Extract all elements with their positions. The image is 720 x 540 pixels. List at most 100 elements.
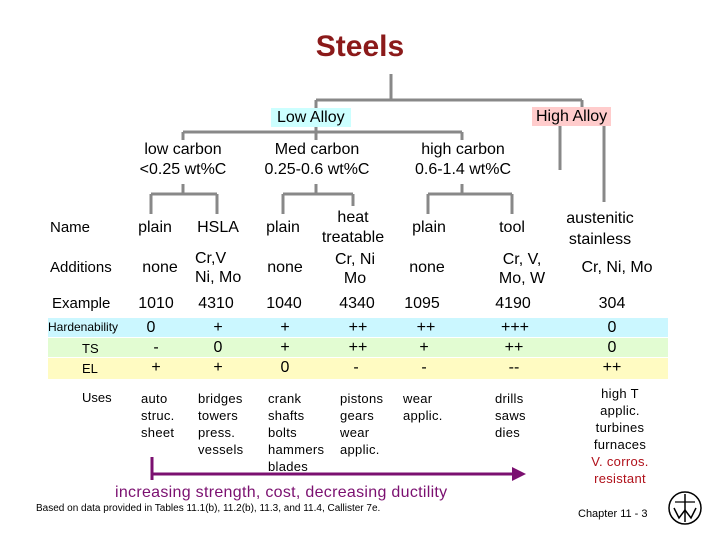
col1-uses: bridges towers press. vessels xyxy=(198,390,243,458)
col6-el: ++ xyxy=(602,359,622,376)
high-alloy-node: High Alloy xyxy=(532,107,612,126)
use-item: V. corros. xyxy=(591,454,649,469)
use-item: gears xyxy=(340,408,375,423)
use-item: shafts xyxy=(268,408,305,423)
use-item: resistant xyxy=(594,471,646,486)
med-carbon-label: Med carbon xyxy=(274,141,360,158)
row-label-ts: TS xyxy=(82,341,99,356)
use-item: sheet xyxy=(141,425,175,440)
chapter-label: Chapter 11 - 3 xyxy=(578,508,648,520)
publisher-logo-icon xyxy=(668,491,702,525)
col4-ts: + xyxy=(419,339,429,356)
use-item: wear xyxy=(340,425,370,440)
col0-el: + xyxy=(151,359,161,376)
use-item: dies xyxy=(495,425,521,440)
col2-uses: crank shafts bolts hammers blades xyxy=(268,390,324,475)
low-alloy-node: Low Alloy xyxy=(271,108,351,127)
use-item: applic. xyxy=(403,408,443,423)
col5-additions: Cr, V, Mo, W xyxy=(498,251,546,287)
row-label-hardenability: Hardenability xyxy=(48,320,119,334)
col4-example: 1095 xyxy=(404,295,440,312)
use-item: struc. xyxy=(141,408,175,423)
use-item: blades xyxy=(268,459,309,474)
row-label-additions: Additions xyxy=(50,259,112,276)
col3-additions: Cr, Ni Mo xyxy=(335,251,375,287)
col3-el: - xyxy=(353,359,359,376)
col5-hardenability: +++ xyxy=(500,319,530,336)
row-label-uses: Uses xyxy=(82,390,112,405)
col3-name: heat treatable xyxy=(314,208,392,248)
use-item: turbines xyxy=(595,420,645,435)
col1-name: HSLA xyxy=(197,219,239,236)
med-carbon-node: Med carbon 0.25-0.6 wt%C xyxy=(250,140,384,180)
col4-additions: none xyxy=(409,259,445,276)
low-carbon-label: low carbon xyxy=(144,141,222,158)
col2-el: 0 xyxy=(280,359,290,376)
col1-additions-text: Cr,V Ni, Mo xyxy=(195,250,242,286)
col3-uses: pistons gears wear applic. xyxy=(340,390,383,458)
col3-ts: ++ xyxy=(348,339,368,356)
col1-additions: Cr,V Ni, Mo xyxy=(195,249,255,287)
use-item: high T xyxy=(601,386,639,401)
col1-example: 4310 xyxy=(198,295,234,312)
col4-hardenability: ++ xyxy=(416,319,436,336)
use-item: hammers xyxy=(268,442,325,457)
col5-uses: drills saws dies xyxy=(495,390,526,441)
row-label-name: Name xyxy=(50,219,91,236)
col2-name: plain xyxy=(266,219,300,236)
col6-hardenability: 0 xyxy=(607,319,617,336)
col4-el: - xyxy=(421,359,427,376)
use-item: applic. xyxy=(340,442,380,457)
use-item: press. xyxy=(198,425,236,440)
col1-el: + xyxy=(213,359,223,376)
col0-uses: auto struc. sheet xyxy=(141,390,175,441)
use-item: pistons xyxy=(340,391,384,406)
col6-ts: 0 xyxy=(607,339,617,356)
row-label-example: Example xyxy=(52,295,111,312)
col2-ts: + xyxy=(280,339,290,356)
col6-uses: high T applic. turbines furnaces V. corr… xyxy=(575,385,665,487)
trend-caption: increasing strength, cost, decreasing du… xyxy=(115,484,448,501)
footnote: Based on data provided in Tables 11.1(b)… xyxy=(36,503,381,514)
col1-hardenability: + xyxy=(213,319,223,336)
use-item: towers xyxy=(198,408,239,423)
col4-uses: wear applic. xyxy=(403,390,443,424)
slide-title: Steels xyxy=(315,30,405,63)
row-label-el: EL xyxy=(82,361,98,376)
col1-ts: 0 xyxy=(213,339,223,356)
col2-example: 1040 xyxy=(266,295,302,312)
col5-name: tool xyxy=(499,219,525,236)
use-item: drills xyxy=(495,391,524,406)
med-carbon-range: 0.25-0.6 wt%C xyxy=(264,161,370,178)
use-item: bolts xyxy=(268,425,297,440)
low-carbon-node: low carbon <0.25 wt%C xyxy=(128,140,238,180)
el-band xyxy=(48,358,668,379)
col6-name: austenitic stainless xyxy=(558,208,642,250)
high-carbon-range: 0.6-1.4 wt%C xyxy=(414,161,512,178)
use-item: furnaces xyxy=(593,437,647,452)
hardenability-band xyxy=(48,318,668,337)
use-item: saws xyxy=(495,408,526,423)
use-item: auto xyxy=(141,391,168,406)
col0-hardenability: 0 xyxy=(146,319,156,336)
use-item: wear xyxy=(403,391,433,406)
col5-example: 4190 xyxy=(495,295,531,312)
col5-ts: ++ xyxy=(504,339,524,356)
low-carbon-range: <0.25 wt%C xyxy=(139,161,227,178)
ts-band xyxy=(48,338,668,357)
col3-hardenability: ++ xyxy=(348,319,368,336)
col0-name: plain xyxy=(138,219,172,236)
col0-additions: none xyxy=(142,259,178,276)
col5-el: -- xyxy=(508,359,520,376)
high-carbon-label: high carbon xyxy=(421,141,505,158)
use-item: vessels xyxy=(198,442,244,457)
col0-ts: - xyxy=(153,339,159,356)
use-item: applic. xyxy=(600,403,640,418)
col6-example: 304 xyxy=(598,295,626,312)
high-carbon-node: high carbon 0.6-1.4 wt%C xyxy=(402,140,524,180)
col2-hardenability: + xyxy=(280,319,290,336)
col3-example: 4340 xyxy=(339,295,375,312)
col6-additions: Cr, Ni, Mo xyxy=(581,259,653,276)
